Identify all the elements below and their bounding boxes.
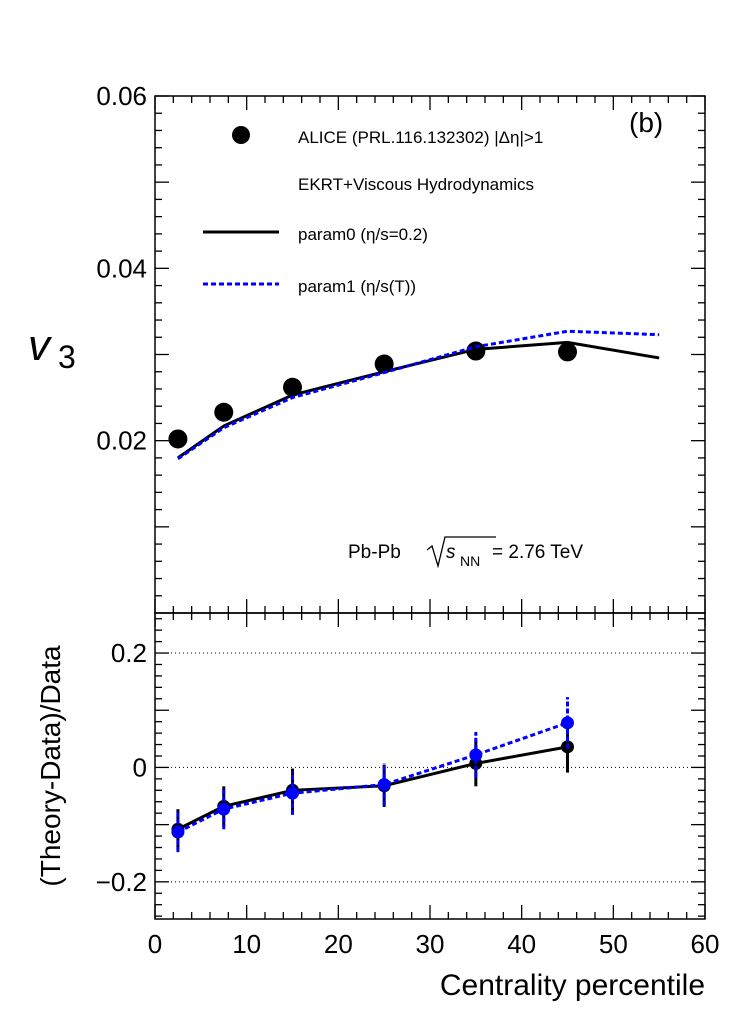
bottom-param1-point [561, 716, 574, 730]
legend-param0-label: param0 (η/s=0.2) [298, 225, 428, 244]
bottom-gridlines [155, 652, 705, 883]
top-panel: 0.02 0.04 0.06 v 3 (b) ALICE (PRL.116.1323… [28, 81, 706, 614]
bottom-ytick-label: 0.2 [111, 638, 147, 668]
top-data-point [558, 342, 577, 362]
xtick-label: 50 [599, 929, 628, 959]
top-data-point [283, 377, 302, 397]
xtick-label: 60 [691, 929, 720, 959]
energy-suffix: = 2.76 TeV [492, 542, 583, 563]
bottom-panel: −0.2 0 0.2 0 10 20 30 40 50 60 (Theory-Data)/Data… [35, 612, 720, 1002]
bottom-plot-frame [154, 612, 706, 920]
bottom-param1-point [171, 825, 185, 839]
sqrt-symbol [426, 536, 496, 569]
legend-data-marker [232, 126, 250, 144]
bottom-ytick-label: 0 [133, 752, 147, 782]
top-data-point [168, 429, 188, 449]
xtick-label: 20 [324, 929, 353, 959]
legend: ALICE (PRL.116.132302) |Δη|>1 EKRT+Visco… [203, 126, 543, 296]
top-ytick-label: 0.06 [96, 81, 147, 111]
bottom-series-layer [171, 697, 574, 853]
top-ytick-label: 0.04 [96, 253, 147, 283]
bottom-param0-curve [177, 745, 568, 831]
top-param0-curve [177, 340, 660, 460]
legend-header: EKRT+Viscous Hydrodynamics [298, 175, 534, 194]
top-data-point [466, 341, 486, 361]
top-series-layer [168, 329, 660, 461]
bottom-param1-curve [177, 721, 568, 834]
top-data-point [374, 354, 394, 374]
energy-annotation: Pb-Pb s NN = 2.76 TeV [348, 536, 583, 569]
top-data-point [214, 402, 234, 422]
xtick-label: 30 [416, 929, 445, 959]
xlabel: Centrality percentile [440, 969, 705, 1002]
bottom-ylabel: (Theory-Data)/Data [35, 645, 66, 887]
energy-prefix: Pb-Pb [348, 542, 401, 563]
xtick-label: 10 [232, 929, 261, 959]
top-ylabel-subscript: 3 [58, 339, 76, 375]
xtick-label: 40 [507, 929, 536, 959]
bottom-axes: −0.2 0 0.2 0 10 20 30 40 50 60 [96, 613, 720, 959]
panel-label: (b) [629, 107, 663, 138]
top-ytick-label: 0.02 [96, 426, 147, 456]
energy-sub: NN [460, 553, 480, 569]
top-ylabel: v [28, 321, 53, 370]
bottom-param1-point [286, 786, 299, 800]
xtick-label: 0 [148, 929, 162, 959]
top-y-axis: 0.02 0.04 0.06 [96, 81, 706, 613]
energy-s: s [446, 542, 456, 563]
top-param1-curve [177, 329, 660, 461]
bottom-param1-point [469, 748, 483, 762]
top-plot-frame [154, 95, 706, 614]
legend-param1-label: param1 (η/s(T)) [298, 277, 416, 296]
bottom-param1-point [217, 802, 231, 816]
bottom-param1-point [377, 778, 391, 792]
legend-data-label: ALICE (PRL.116.132302) |Δη|>1 [298, 128, 543, 147]
bottom-ytick-label: −0.2 [96, 867, 147, 897]
